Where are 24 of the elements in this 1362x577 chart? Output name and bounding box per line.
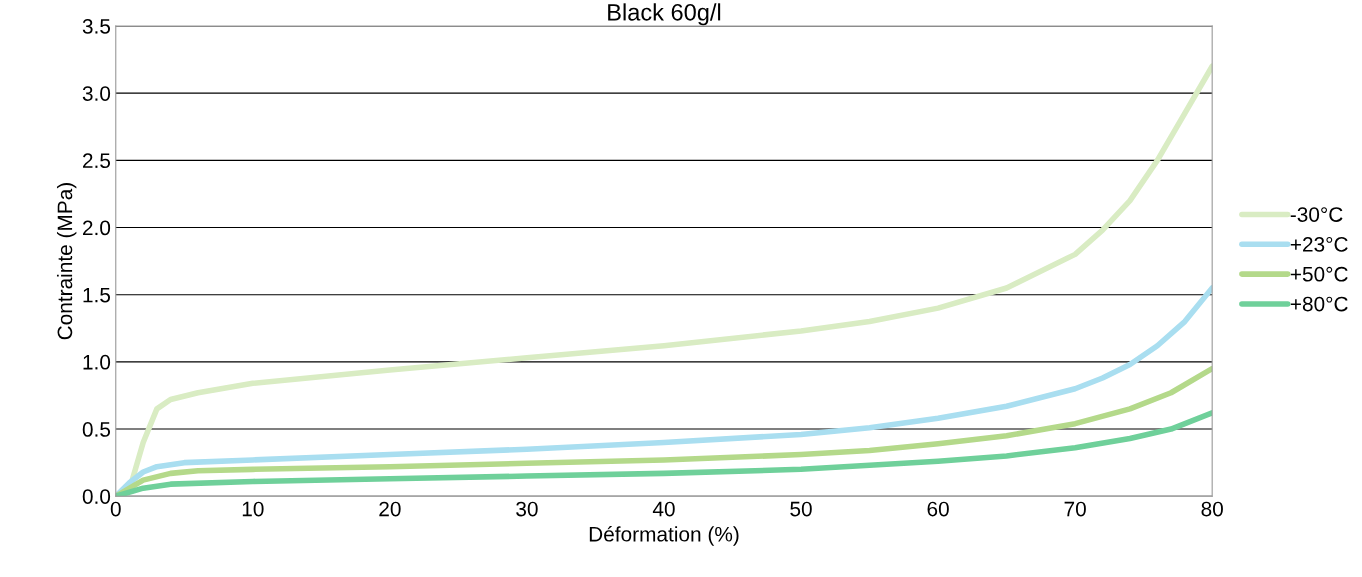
x-tick-label: 30	[516, 501, 538, 517]
x-tick-label: 70	[1064, 501, 1086, 517]
y-tick-label: 3.0	[82, 86, 111, 101]
x-tick-label: 0	[110, 501, 121, 517]
legend-label: +80°C	[1290, 296, 1348, 312]
x-tick-label: 10	[242, 501, 264, 517]
x-tick-label: 20	[379, 501, 401, 517]
x-axis-title: Déformation (%)	[589, 526, 739, 546]
y-tick-label: 0.5	[82, 422, 111, 437]
legend-label: -30°C	[1290, 207, 1343, 222]
x-tick-label: 40	[652, 501, 675, 517]
y-tick-label: 1.0	[83, 354, 111, 370]
chart-title: Black 60g/l	[608, 3, 721, 26]
y-axis-title: Contrainte (MPa)	[56, 183, 77, 340]
x-tick-label: 80	[1201, 501, 1223, 517]
y-tick-label: 3.5	[82, 18, 111, 34]
x-tick-label: 60	[927, 501, 949, 517]
y-tick-label: 0.0	[82, 489, 111, 504]
x-tick-label: 50	[790, 501, 812, 517]
y-tick-label: 1.5	[83, 287, 111, 303]
y-tick-label: 2.0	[83, 220, 111, 236]
legend-label: +23°C	[1290, 237, 1348, 252]
y-tick-label: 2.5	[83, 153, 111, 169]
legend-label: +50°C	[1290, 266, 1348, 282]
